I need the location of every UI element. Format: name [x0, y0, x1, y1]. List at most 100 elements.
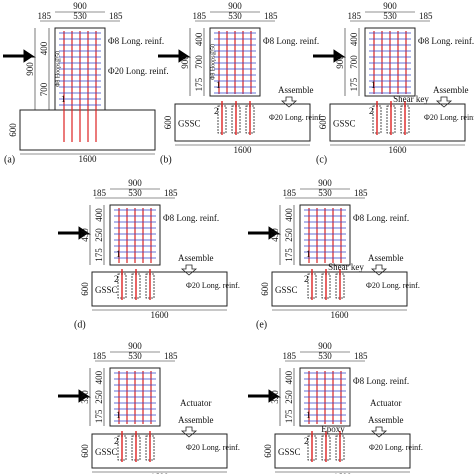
load-arrow: [58, 389, 91, 403]
dim-label: 400: [194, 32, 204, 46]
dim-label: 600: [8, 123, 18, 137]
dim-label: 185: [109, 11, 123, 21]
dim-label: 900: [128, 178, 142, 188]
dim-label: 1600: [79, 154, 98, 164]
foundation: [91, 433, 228, 469]
note: GSSC: [178, 119, 201, 129]
dim-label: 530: [318, 188, 332, 198]
foundation: [174, 103, 311, 142]
load-arrow: [248, 389, 281, 403]
note: Assemble: [278, 85, 314, 95]
assemble-arrow: [435, 96, 453, 108]
load-arrow: [248, 226, 281, 240]
dim-label: 900: [228, 1, 242, 11]
dim-label: 900: [318, 178, 332, 188]
dim-label: 900: [128, 341, 142, 351]
dim-label: 600: [80, 444, 90, 458]
section-mark: 1: [306, 249, 311, 259]
dim-label: 700: [194, 55, 204, 69]
section-mark: 2: [114, 274, 119, 284]
dim-label: 250: [284, 228, 294, 242]
section-mark: 1: [116, 249, 121, 259]
dim-label: 900: [335, 55, 345, 69]
reinf-label: Φ8 Long. reinf.: [353, 376, 409, 386]
dim-label: 320: [80, 390, 90, 404]
load-arrow: [313, 49, 346, 63]
dim-label: 250: [94, 228, 104, 242]
note: GSSC: [278, 447, 301, 457]
dim-label: 185: [93, 351, 107, 361]
dim-label: 175: [94, 409, 104, 423]
load-arrow: [3, 49, 36, 63]
note: Assemble: [178, 415, 214, 425]
dim-label: 600: [260, 282, 270, 296]
reinf-label: Φ8 Long. reinf.: [108, 36, 164, 46]
dim-label: 900: [318, 341, 332, 351]
reinf-label: Φ20 Long. reinf.: [424, 113, 474, 122]
note: GSSC: [333, 119, 356, 129]
dim-label: 900: [180, 55, 190, 69]
section-mark: 2: [214, 106, 219, 116]
dim-label: 175: [349, 77, 359, 91]
reinf-label: Φ8 Long. reinf.: [263, 36, 319, 46]
assemble-arrow: [370, 264, 388, 276]
foundation: [329, 103, 466, 142]
dim-label: 185: [164, 351, 178, 361]
dim-label: 530: [318, 351, 332, 361]
reinf-label: Φ20 Long. reinf.: [369, 443, 423, 452]
hoops-label: Φ8 Hoops@50: [210, 44, 216, 80]
section-mark: 2: [304, 436, 309, 446]
panel-label: (c): [316, 154, 327, 165]
dim-label: 600: [163, 115, 173, 129]
dim-label: 600: [80, 282, 90, 296]
reinf-label: Φ8 Long. reinf.: [353, 213, 409, 223]
dim-label: 175: [94, 248, 104, 262]
note: GSSC: [95, 285, 118, 295]
dim-label: 185: [419, 11, 433, 21]
dim-label: 400: [349, 32, 359, 46]
column: [299, 367, 351, 427]
column: [109, 367, 161, 427]
foundation: [91, 271, 228, 307]
section-mark: 1: [61, 94, 66, 104]
note: GSSC: [275, 285, 298, 295]
dim-label: 185: [93, 188, 107, 198]
dim-label: 185: [354, 188, 368, 198]
reinf-label: Φ20 Long. reinf.: [186, 443, 240, 452]
reinf-label: Φ20 Long. reinf.: [186, 281, 240, 290]
panel-label: (d): [74, 319, 86, 330]
dim-label: 900: [25, 62, 35, 76]
note: Actuator: [370, 398, 402, 408]
column: [109, 204, 161, 266]
dim-label: 185: [38, 11, 52, 21]
note: Assemble: [433, 85, 469, 95]
load-arrow: [158, 49, 191, 63]
dim-label: 600: [263, 444, 273, 458]
panel-label: (a): [4, 154, 15, 165]
dim-label: 530: [383, 11, 397, 21]
note: Actuator: [180, 398, 212, 408]
dim-label: 530: [128, 188, 142, 198]
dim-label: 185: [283, 188, 297, 198]
dim-label: 900: [73, 1, 87, 11]
dim-label: 400: [94, 370, 104, 384]
dim-label: 600: [318, 115, 328, 129]
dim-label: 400: [39, 41, 49, 55]
dim-label: 1600: [331, 310, 350, 320]
dim-label: 185: [164, 188, 178, 198]
dim-label: 450: [80, 228, 90, 242]
dim-label: 250: [284, 390, 294, 404]
reinf-label: Φ8 Long. reinf.: [163, 213, 219, 223]
foundation: [274, 433, 411, 469]
reinf-label: Φ20 Long. reinf.: [108, 66, 169, 76]
dim-label: 1600: [389, 145, 408, 155]
dim-label: 320: [270, 390, 280, 404]
reinf-label: Φ20 Long. reinf.: [366, 281, 420, 290]
dim-label: 1600: [234, 145, 253, 155]
hoops-label: Φ8 Hoops@50: [55, 51, 61, 87]
dim-label: 450: [270, 228, 280, 242]
column: [364, 27, 416, 97]
dim-label: 185: [354, 351, 368, 361]
dim-label: 530: [128, 351, 142, 361]
